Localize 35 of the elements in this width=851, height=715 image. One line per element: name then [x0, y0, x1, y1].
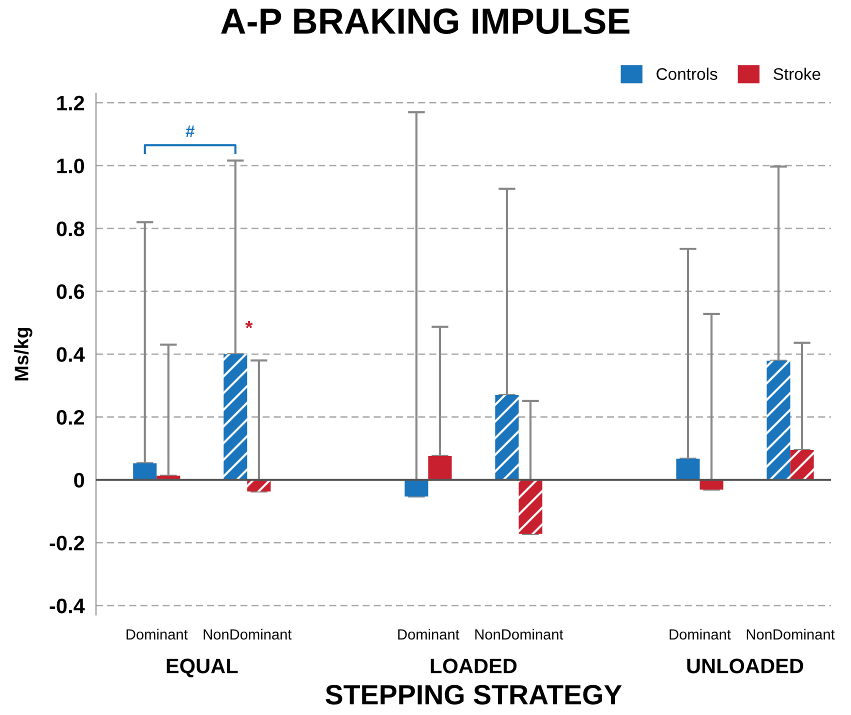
bar: [518, 480, 542, 534]
legend-label: Stroke: [774, 68, 820, 80]
y-tick-label: 1.0: [57, 158, 84, 174]
annotation: *: [245, 321, 253, 328]
x-tick-label: Dominant: [398, 628, 460, 640]
y-tick-label: 0: [74, 472, 84, 488]
x-tick-label: Dominant: [670, 628, 731, 640]
y-tick-label: 1.2: [57, 96, 84, 110]
bar: [428, 456, 452, 480]
text: UNLOADED: [687, 658, 804, 674]
x-axis-title: STEPPING STRATEGY: [326, 684, 622, 705]
y-tick-label: -0.4: [50, 598, 85, 614]
annotation: #: [186, 126, 195, 137]
y-axis-title: Ms/kg: [14, 328, 32, 380]
bar: [676, 458, 700, 480]
text: LOADED: [430, 658, 517, 674]
text: EQUAL: [166, 658, 238, 678]
legend-label: Controls: [656, 68, 718, 80]
x-tick-label: Dominant: [126, 628, 188, 640]
chart-title: A-P BRAKING IMPULSE: [221, 8, 630, 34]
x-tick-label: NonDominant: [746, 628, 835, 640]
y-tick-label: -0.2: [50, 536, 84, 550]
y-tick-label: 0.4: [56, 347, 85, 362]
y-tick-label: 0.2: [56, 410, 84, 425]
bar: [495, 395, 519, 480]
y-tick-label: 0.8: [56, 221, 84, 236]
bar: [790, 450, 814, 480]
bar: [247, 480, 271, 492]
y-tick-label: 0.6: [56, 284, 84, 300]
x-tick-label: NonDominant: [475, 628, 564, 640]
bar: [404, 480, 428, 497]
bar: [224, 354, 248, 480]
x-tick-label: NonDominant: [204, 628, 292, 640]
bar: [766, 360, 790, 480]
bar: [133, 463, 157, 480]
